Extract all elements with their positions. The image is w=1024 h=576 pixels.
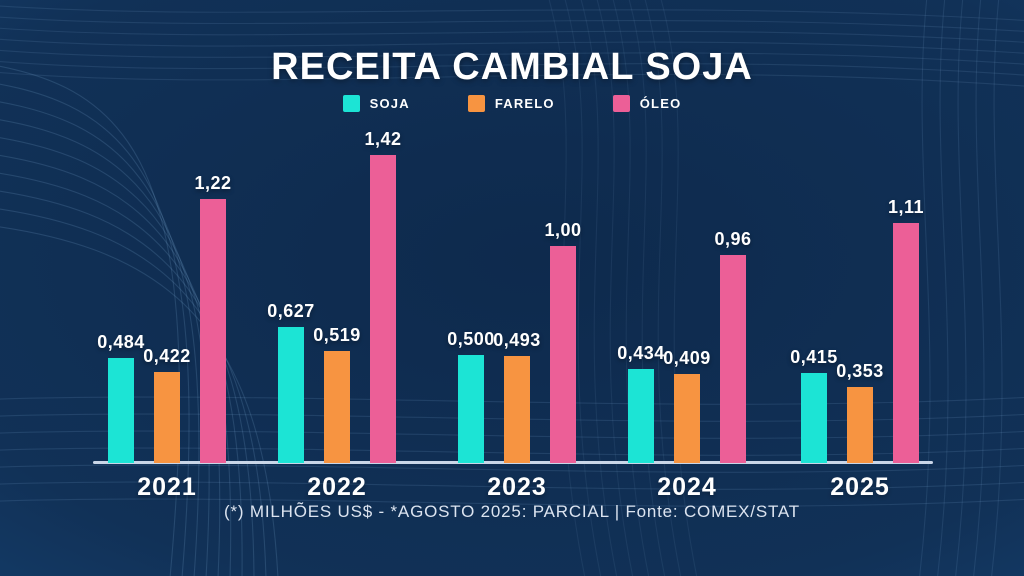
x-axis-label-2022: 2022	[307, 473, 367, 501]
source-note: (*) MILHÕES US$ - *AGOSTO 2025: PARCIAL …	[224, 502, 800, 521]
x-axis-label-2023: 2023	[487, 473, 547, 501]
legend-item-oleo: ÓLEO	[612, 95, 682, 112]
bar-value-label-farelo-2023: 0,493	[493, 330, 541, 351]
bar-oleo-2022	[370, 155, 396, 463]
bar-soja-2023	[458, 354, 484, 463]
bar-value-label-soja-2023: 0,500	[447, 328, 495, 349]
legend-item-farelo: FARELO	[467, 95, 555, 112]
legend-label-soja: SOJA	[369, 96, 410, 111]
bar-soja-2024	[628, 368, 654, 463]
bar-oleo-2024	[720, 255, 746, 463]
bar-value-label-farelo-2021: 0,422	[143, 345, 191, 366]
legend: SOJA FARELO ÓLEO	[0, 95, 1024, 112]
legend-label-farelo: FARELO	[494, 96, 555, 111]
bar-value-label-soja-2025: 0,415	[790, 347, 838, 368]
bar-value-label-oleo-2025: 1,11	[887, 196, 925, 217]
bar-oleo-2021	[200, 198, 226, 463]
bar-soja-2025	[801, 373, 827, 463]
bar-value-label-oleo-2023: 1,00	[544, 220, 582, 241]
bar-soja-2022	[278, 327, 304, 463]
bar-value-label-soja-2024: 0,434	[617, 342, 665, 363]
bar-value-label-oleo-2021: 1,22	[194, 172, 232, 193]
legend-swatch-oleo	[612, 95, 630, 112]
x-axis-label-2025: 2025	[830, 473, 890, 501]
bar-oleo-2025	[893, 222, 919, 463]
bar-farelo-2024	[674, 374, 700, 463]
x-axis-label-2024: 2024	[657, 473, 717, 501]
bar-farelo-2023	[504, 356, 530, 463]
bar-value-label-soja-2021: 0,484	[97, 332, 145, 353]
legend-label-oleo: ÓLEO	[639, 96, 682, 111]
legend-item-soja: SOJA	[342, 95, 410, 112]
legend-swatch-soja	[342, 95, 360, 112]
bar-oleo-2023	[550, 246, 576, 463]
x-axis-label-2021: 2021	[137, 473, 197, 501]
bar-farelo-2021	[154, 371, 180, 463]
bar-value-label-farelo-2022: 0,519	[313, 324, 361, 345]
bar-farelo-2025	[847, 386, 873, 463]
chart-title: RECEITA CAMBIAL SOJA	[271, 46, 753, 88]
bar-soja-2021	[108, 358, 134, 463]
legend-swatch-farelo	[467, 95, 485, 112]
bar-value-label-farelo-2024: 0,409	[663, 348, 711, 369]
bar-value-label-farelo-2025: 0,353	[836, 360, 884, 381]
bar-value-label-soja-2022: 0,627	[267, 301, 315, 322]
bar-farelo-2022	[324, 350, 350, 463]
bar-value-label-oleo-2022: 1,42	[364, 129, 402, 150]
bar-value-label-oleo-2024: 0,96	[714, 229, 752, 249]
